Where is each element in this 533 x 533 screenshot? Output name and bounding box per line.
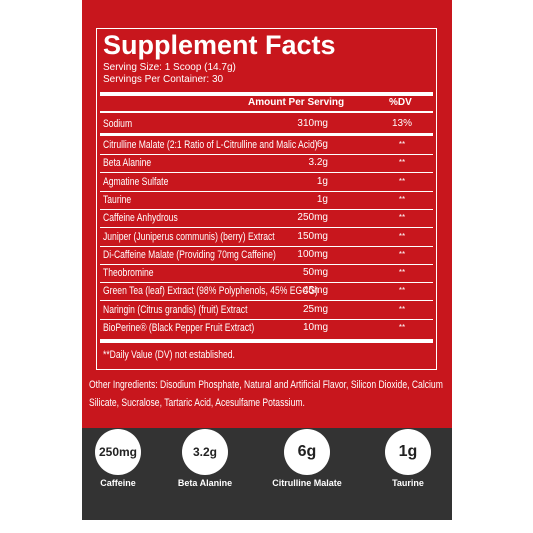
row-dv: ** [398,249,406,259]
row-dv: ** [398,286,406,296]
row-amount: 3.2g [308,157,328,169]
badge-label: Citrulline Malate [272,478,342,488]
row-amount: 150mg [297,230,328,242]
row-dv: ** [398,176,406,186]
row-amount: 25mg [302,303,328,315]
dv-header: %DV [389,97,412,108]
row-amount: 100mg [297,248,328,260]
row-name: BioPerine® (Black Pepper Fruit Extract) [103,322,255,334]
row-amount: 10mg [302,322,328,333]
rule [100,245,433,247]
rule [100,208,433,210]
badge: 6g [284,429,330,475]
footnote: **Daily Value (DV) not established. [103,349,235,361]
badge-label: Taurine [392,478,424,488]
rule [100,300,433,302]
row-name: Agmatine Sulfate [103,175,169,188]
row-name: Sodium [103,118,133,130]
row-name: Green Tea (leaf) Extract (98% Polyphenol… [103,285,318,298]
rule [100,92,433,96]
row-amount: 6g [316,139,328,150]
row-amount: 45mg [302,285,328,297]
row-name: Naringin (Citrus grandis) (fruit) Extrac… [103,303,248,316]
badge-label: Caffeine [100,478,136,488]
row-dv: 13% [391,118,412,129]
row-dv: ** [398,194,406,204]
badge: 3.2g [182,429,228,475]
rule [100,133,433,136]
rule [100,190,433,192]
row-dv: ** [398,213,406,223]
row-amount: 50mg [302,267,328,279]
facts-box [96,28,437,370]
rule [100,172,433,174]
row-dv: ** [398,323,406,332]
title: Supplement Facts [103,30,336,60]
row-name: Theobromine [103,267,154,280]
row-name: Taurine [103,193,132,206]
servings: Servings Per Container: 30 [103,74,224,85]
badge-label: Beta Alanine [177,478,233,488]
rule [100,339,433,343]
row-dv: ** [398,158,406,168]
badge: 250mg [95,429,141,475]
row-name: Citrulline Malate (2:1 Ratio of L-Citrul… [103,139,318,151]
row-dv: ** [398,231,406,241]
serving-size: Serving Size: 1 Scoop (14.7g) [103,62,236,73]
row-name: Juniper (Juniperus communis) (berry) Ext… [103,230,275,243]
row-dv: ** [398,268,406,278]
row-dv: ** [398,304,406,314]
badge: 1g [385,429,431,475]
red-panel [82,0,452,428]
rule [100,263,433,265]
row-dv: ** [398,140,406,149]
rule [100,318,433,320]
row-name: Caffeine Anhydrous [103,212,178,225]
rule [100,154,433,155]
rule [100,111,433,113]
other-ingredients: Other Ingredients: Disodium Phosphate, N… [89,379,443,409]
row-name: Beta Alanine [103,157,152,170]
row-amount: 250mg [297,212,328,224]
rule [100,227,433,229]
row-name: Di-Caffeine Malate (Providing 70mg Caffe… [103,248,276,261]
row-amount: 1g [316,193,328,205]
row-amount: 1g [316,175,328,187]
rule [100,282,433,284]
amount-header: Amount Per Serving [248,97,345,108]
row-amount: 310mg [297,118,328,129]
